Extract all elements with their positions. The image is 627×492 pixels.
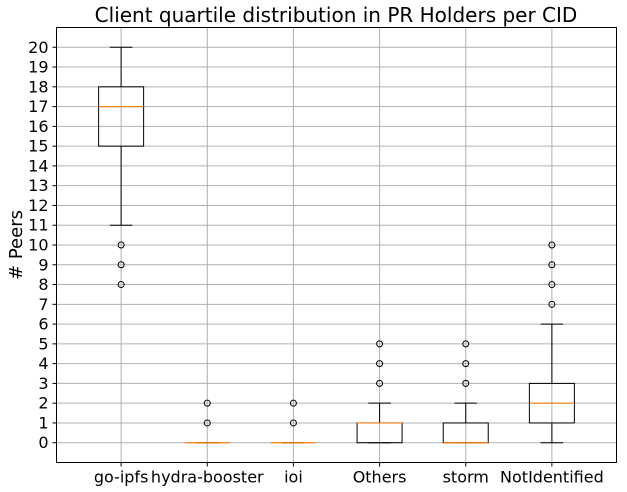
y-tick-label: 18 xyxy=(28,77,48,96)
outlier-point xyxy=(462,360,470,368)
x-tick-label: Others xyxy=(353,468,407,487)
box-group-NotIdentified xyxy=(528,241,575,444)
grid-lines xyxy=(56,27,617,463)
outlier-point xyxy=(548,281,556,289)
iqr-box xyxy=(98,86,145,147)
box-group-ioi xyxy=(270,399,316,444)
y-tick-label: 17 xyxy=(28,97,48,116)
outlier-point xyxy=(289,399,297,407)
outlier-point xyxy=(203,399,211,407)
x-tick-label: ioi xyxy=(284,468,303,487)
outlier-point xyxy=(203,419,211,427)
y-tick-label: 16 xyxy=(28,117,48,136)
outlier-point xyxy=(548,261,556,269)
box-group-Others xyxy=(356,340,403,444)
outlier-point xyxy=(376,340,384,348)
outlier-point xyxy=(289,419,297,427)
y-tick-label: 6 xyxy=(38,315,48,334)
chart-title: Client quartile distribution in PR Holde… xyxy=(95,3,578,27)
y-tick-label: 11 xyxy=(28,216,48,235)
y-tick-label: 20 xyxy=(28,38,48,57)
outlier-point xyxy=(117,241,125,249)
x-tick-label: hydra-booster xyxy=(151,468,264,487)
y-tick-label: 19 xyxy=(28,58,48,77)
outlier-point xyxy=(462,340,470,348)
x-ticks: go-ipfs hydra-booster ioi Others storm NotIde… xyxy=(94,462,604,487)
outlier-point xyxy=(117,261,125,269)
x-tick-label: storm xyxy=(443,468,489,487)
x-tick-label: NotIdentified xyxy=(500,468,604,487)
outlier-point xyxy=(117,281,125,289)
y-tick-label: 13 xyxy=(28,176,48,195)
outlier-point xyxy=(548,300,556,308)
y-tick-label: 1 xyxy=(38,413,48,432)
y-tick-label: 9 xyxy=(38,255,48,274)
y-tick-label: 7 xyxy=(38,295,48,314)
outlier-point xyxy=(462,379,470,387)
x-tick-label: go-ipfs xyxy=(94,468,149,487)
y-tick-label: 12 xyxy=(28,196,48,215)
y-tick-label: 2 xyxy=(38,394,48,413)
outlier-point xyxy=(548,241,556,249)
outlier-point xyxy=(376,360,384,368)
box-group-go-ipfs xyxy=(98,46,145,289)
box-group-hydra-booster xyxy=(184,399,230,444)
box-plots xyxy=(98,46,575,444)
y-tick-label: 5 xyxy=(38,334,48,353)
y-tick-label: 4 xyxy=(38,354,48,373)
y-tick-label: 10 xyxy=(28,236,48,255)
y-tick-label: 14 xyxy=(28,156,48,175)
y-axis-label: # Peers xyxy=(6,210,27,280)
y-tick-label: 3 xyxy=(38,374,48,393)
box-group-storm xyxy=(442,340,489,444)
y-tick-label: 8 xyxy=(38,275,48,294)
outlier-point xyxy=(376,379,384,387)
y-tick-label: 0 xyxy=(38,433,48,452)
y-tick-label: 15 xyxy=(28,137,48,156)
